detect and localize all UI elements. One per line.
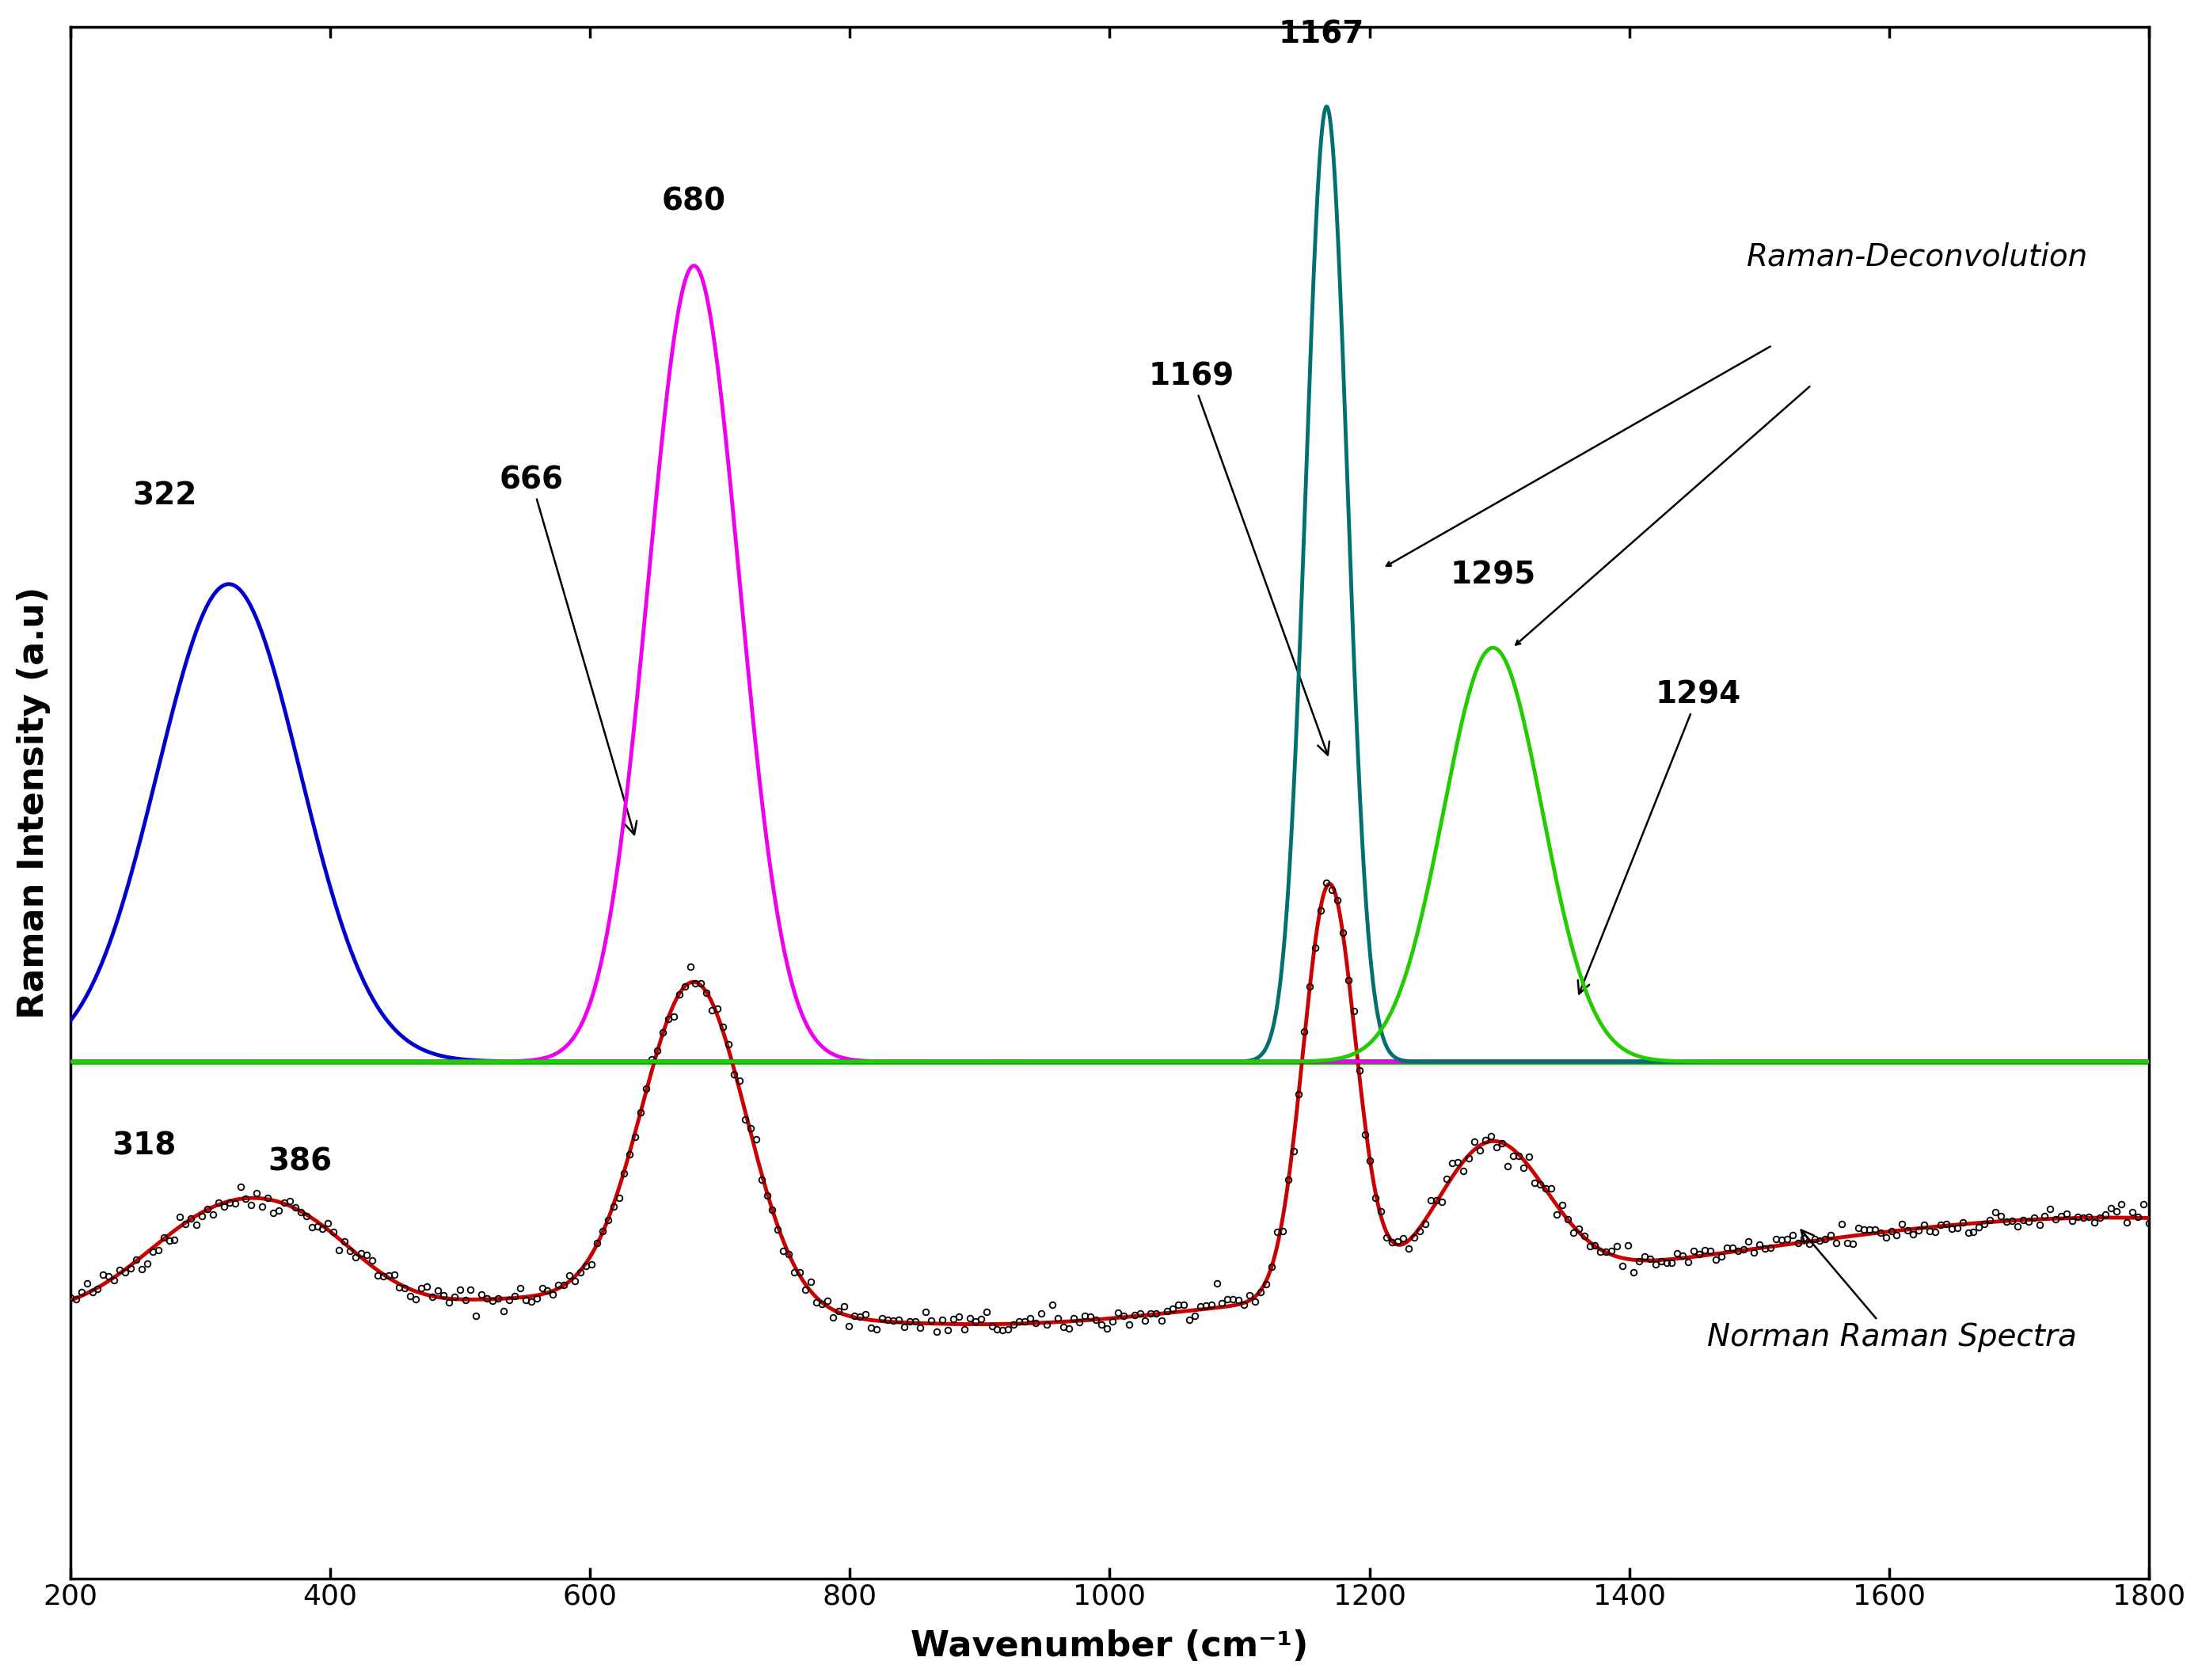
- Text: 386: 386: [269, 1147, 333, 1176]
- Text: 322: 322: [132, 480, 198, 511]
- Text: 680: 680: [661, 186, 727, 217]
- Text: 1169: 1169: [1149, 361, 1330, 754]
- Text: 1295: 1295: [1451, 561, 1535, 590]
- Text: 318: 318: [112, 1131, 176, 1161]
- Text: 1167: 1167: [1279, 18, 1365, 49]
- Text: 1294: 1294: [1579, 680, 1742, 995]
- X-axis label: Wavenumber (cm⁻¹): Wavenumber (cm⁻¹): [912, 1630, 1308, 1663]
- Text: 666: 666: [500, 465, 636, 835]
- Text: Raman-Deconvolution: Raman-Deconvolution: [1746, 242, 2087, 272]
- Text: Norman Raman Spectra: Norman Raman Spectra: [1707, 1230, 2076, 1352]
- Y-axis label: Raman Intensity (a.u): Raman Intensity (a.u): [15, 586, 51, 1020]
